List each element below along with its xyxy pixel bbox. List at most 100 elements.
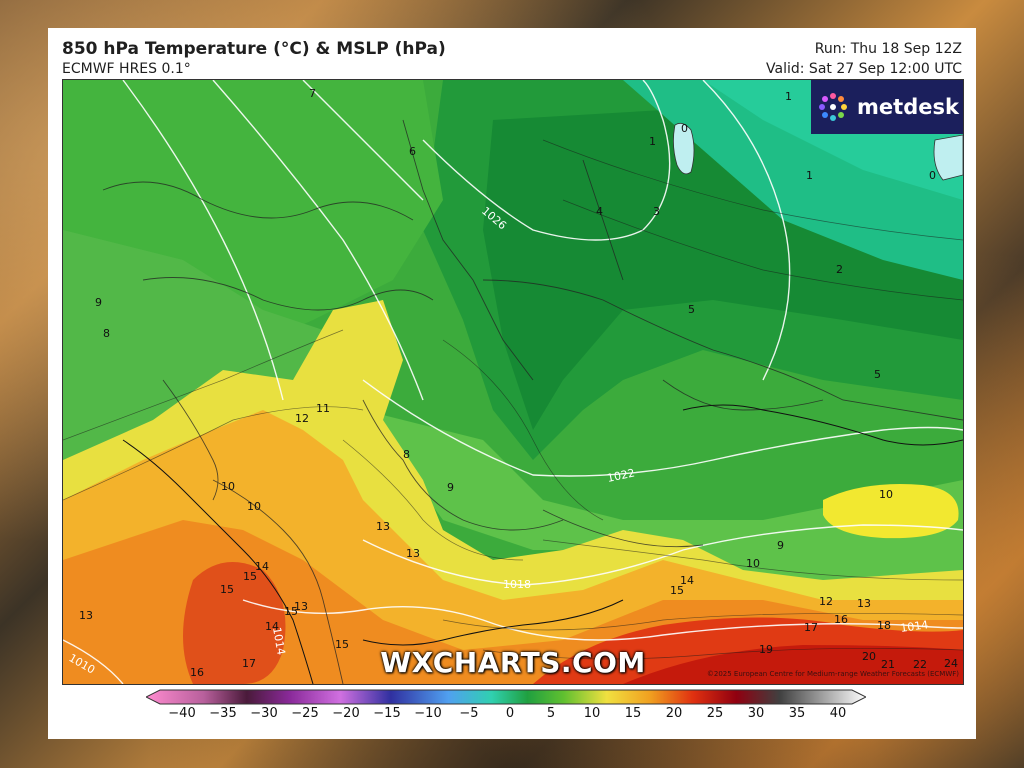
temperature-colorbar: −40 −35 −30 −25 −20 −15 −10 −5 0 5 10 15… (144, 689, 868, 733)
metdesk-flower-icon (819, 93, 848, 121)
isobar-1026 (422, 80, 671, 241)
temp-label: 20 (862, 650, 876, 663)
colorbar-tick: 0 (505, 706, 515, 721)
temp-label: 15 (243, 570, 257, 583)
temp-label: 12 (295, 412, 309, 425)
temp-zone-17 (183, 562, 286, 684)
isobar-label: 1022 (606, 466, 636, 485)
temp-label: 1 (785, 90, 792, 103)
temp-label: 9 (447, 481, 454, 494)
temp-label: 0 (929, 169, 936, 182)
colorbar-tick: 10 (583, 706, 601, 721)
temp-label: 9 (777, 539, 784, 552)
temp-label: 14 (255, 560, 269, 573)
colorbar-tick: −35 (209, 706, 237, 721)
chart-title: 850 hPa Temperature (°C) & MSLP (hPa) (62, 39, 446, 59)
colorbar-tick: −20 (332, 706, 360, 721)
temp-contours (63, 139, 963, 660)
temp-label: 16 (190, 666, 204, 679)
chart-card: 850 hPa Temperature (°C) & MSLP (hPa) EC… (48, 28, 976, 739)
temp-label: 15 (220, 583, 234, 596)
run-time: Run: Thu 18 Sep 12Z (814, 41, 962, 57)
coastlines (122, 404, 963, 684)
lake-west (673, 122, 695, 175)
isobar-lines (63, 80, 963, 684)
temp-label: 5 (688, 303, 695, 316)
isobar-west-c (302, 80, 424, 201)
temp-label: 18 (877, 619, 891, 632)
temp-label: 5 (874, 368, 881, 381)
lake-east (933, 134, 963, 181)
colorbar-tick: 5 (546, 706, 556, 721)
isobar-west-b (212, 80, 424, 401)
temp-label: 19 (759, 643, 773, 656)
temp-label: 14 (265, 620, 279, 633)
country-borders (102, 119, 963, 684)
temp-label: 14 (680, 574, 694, 587)
isobar-1010 (63, 639, 124, 684)
temp-label: 7 (309, 87, 316, 100)
temp-label: 1 (649, 135, 656, 148)
temp-label: 10 (221, 480, 235, 493)
temp-label: 13 (376, 520, 390, 533)
temp-label: 17 (804, 621, 818, 634)
colorbar-tick: −40 (168, 706, 196, 721)
isobar-label: 1014 (270, 626, 288, 656)
temp-label: 12 (819, 595, 833, 608)
colorbar-tick: 35 (788, 706, 806, 721)
temp-label: 15 (670, 584, 684, 597)
wxcharts-watermark: WXCHARTS.COM (380, 646, 646, 679)
isobar-west-a (122, 80, 284, 401)
temp-label: 16 (834, 613, 848, 626)
colorbar-tick: 15 (624, 706, 642, 721)
temp-label: 21 (881, 658, 895, 671)
colorbar-tick: −25 (291, 706, 319, 721)
copyright-text: ©2025 European Centre for Medium-range W… (706, 670, 959, 678)
temp-zone-20 (623, 645, 963, 684)
temp-label: 13 (294, 600, 308, 613)
colorbar-tick: −30 (250, 706, 278, 721)
temp-label: 17 (242, 657, 256, 670)
brand-name: metdesk (857, 95, 959, 119)
temp-label: 9 (95, 296, 102, 309)
temp-label: 10 (746, 557, 760, 570)
colorbar-tick: −15 (373, 706, 401, 721)
temp-label: 10 (247, 500, 261, 513)
temp-label: 4 (596, 205, 603, 218)
temp-label: 3 (653, 205, 660, 218)
isobar-1022 (362, 379, 963, 477)
temp-label: 11 (316, 402, 330, 415)
colorbar-strip (144, 689, 868, 705)
colorbar-tick: 40 (829, 706, 847, 721)
colorbar-tick: 25 (706, 706, 724, 721)
colorbar-tick: 30 (747, 706, 765, 721)
isobar-label: 1014 (900, 618, 930, 635)
isobar-label: 1018 (503, 578, 531, 591)
colorbar-ticks: −40 −35 −30 −25 −20 −15 −10 −5 0 5 10 15… (146, 706, 866, 726)
temp-label: 22 (913, 658, 927, 671)
isobar-1018 (362, 524, 963, 586)
colorbar-tick: −5 (459, 706, 479, 721)
metdesk-logo: metdesk (811, 80, 963, 134)
temp-label: 1 (806, 169, 813, 182)
isobar-1014 (242, 599, 963, 641)
temp-label: 15 (335, 638, 349, 651)
valid-time: Valid: Sat 27 Sep 12:00 UTC (766, 61, 962, 77)
temp-label: 8 (103, 327, 110, 340)
temp-label: 8 (403, 448, 410, 461)
temp-label: 6 (409, 145, 416, 158)
temp-zone-9-south (363, 410, 963, 580)
isobar-ne (702, 80, 791, 381)
temp-label: 10 (879, 488, 893, 501)
colorbar-tick: 20 (665, 706, 683, 721)
temp-label: 13 (79, 609, 93, 622)
isobar-label: 1026 (479, 204, 509, 232)
model-subtitle: ECMWF HRES 0.1° (62, 61, 191, 77)
temp-label: 15 (284, 605, 298, 618)
weather-map: 1026 1022 1018 1014 1014 1010 7 6 4 3 2 … (62, 79, 964, 685)
temp-label: 13 (857, 597, 871, 610)
colorbar-tick: −10 (414, 706, 442, 721)
temp-label: 13 (406, 547, 420, 560)
temp-label: 2 (836, 263, 843, 276)
temp-label: 0 (681, 122, 688, 135)
